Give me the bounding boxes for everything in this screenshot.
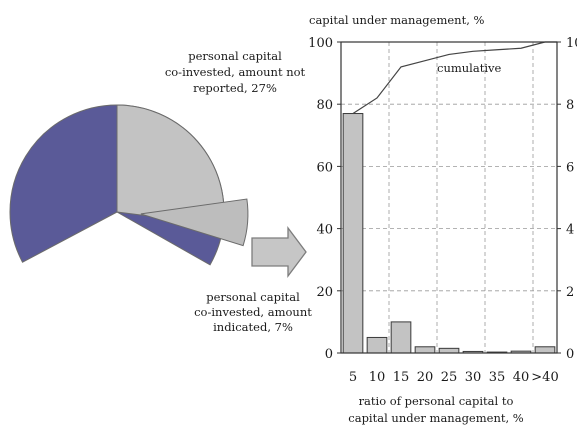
pie-label-amount-not-reported: personal capital co-invested, amount not r…: [165, 49, 306, 95]
right-y-tick-label: 2: [566, 285, 574, 300]
bar-10: [366, 336, 388, 354]
pie-label-amount-not-reported-line: personal capital: [188, 49, 282, 63]
x-tick-label: 30: [465, 370, 482, 385]
cumulative-label: cumulative: [437, 61, 501, 75]
right-y-tick-label: 6: [566, 160, 574, 175]
x-tick-label: 5: [349, 370, 357, 385]
bar-20: [414, 346, 436, 354]
bar-15: [390, 321, 412, 354]
cumulative-line: [352, 41, 557, 115]
bar-chart: capital under management, %cumulative020…: [308, 13, 577, 425]
pie-label-amount-indicated: personal capital co-invested, amount indic…: [194, 290, 312, 334]
pie-label-not-coinvested: personal capital not co-invested, 66%: [42, 251, 140, 295]
transition-arrow: [251, 226, 307, 278]
pie-label-amount-indicated-line: indicated, 7%: [213, 320, 293, 334]
right-y-tick-label: 10: [566, 36, 577, 51]
plot-frame: [340, 41, 558, 354]
right-y-tick-label: 8: [566, 98, 574, 113]
x-tick-label: 40: [513, 370, 530, 385]
x-tick-label: 15: [393, 370, 410, 385]
x-axis-label-line: ratio of personal capital to: [359, 394, 514, 408]
pie-label-not-coinvested-line: not co-invested,: [43, 266, 140, 280]
pie-label-amount-indicated-line: co-invested, amount: [194, 305, 312, 319]
x-axis-label: ratio of personal capital to capital unde…: [348, 394, 524, 425]
x-tick-label: 25: [441, 370, 458, 385]
x-tick-label: >40: [531, 370, 558, 385]
pie-label-not-coinvested-line: 66%: [78, 281, 105, 295]
x-axis-label-line: capital under management, %: [348, 411, 524, 425]
y-tick-label: 20: [316, 285, 333, 300]
x-tick-label: 35: [489, 370, 506, 385]
pie-slice-2: [140, 198, 249, 247]
y-tick-label: 0: [325, 347, 333, 362]
bar-chart-title: capital under management, %: [309, 13, 485, 27]
pie-label-amount-indicated-line: personal capital: [206, 290, 300, 304]
y-tick-label: 60: [316, 160, 333, 175]
y-tick-label: 40: [316, 223, 333, 238]
pie-label-amount-not-reported-line: reported, 27%: [193, 81, 277, 95]
pie-label-amount-not-reported-line: co-invested, amount not: [165, 65, 306, 79]
right-y-tick-label: 0: [566, 347, 574, 362]
x-tick-label: 20: [417, 370, 434, 385]
x-tick-label: 10: [369, 370, 386, 385]
right-y-tick-label: 4: [566, 223, 574, 238]
pie-chart: personal capital not co-invested, 66%perso…: [9, 49, 312, 334]
bar-25: [438, 347, 460, 354]
bar-5: [342, 113, 364, 354]
arrow-right-icon: [251, 226, 307, 278]
bar->40: [534, 346, 556, 354]
y-tick-label: 80: [316, 98, 333, 113]
y-tick-label: 100: [308, 36, 333, 51]
pie-label-not-coinvested-line: personal capital: [42, 251, 140, 265]
